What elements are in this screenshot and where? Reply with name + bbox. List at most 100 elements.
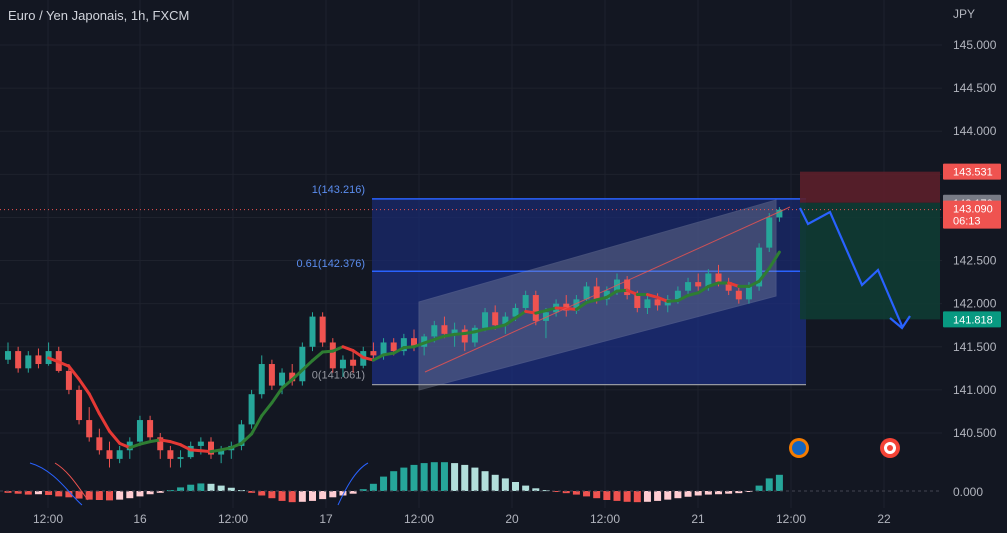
candle	[461, 329, 468, 343]
moving-average-segment	[503, 316, 517, 327]
x-tick-label: 21	[691, 512, 705, 526]
moving-average-segment	[574, 300, 589, 311]
candle	[147, 420, 154, 438]
oscillator-bar	[572, 491, 580, 495]
moving-average-segment	[625, 288, 639, 297]
moving-average-segment	[757, 266, 771, 283]
fib-label-061: 0.61(142.376)	[297, 258, 366, 270]
moving-average-segment	[47, 356, 61, 364]
oscillator-bar	[136, 491, 144, 497]
moving-average-segment	[331, 345, 345, 353]
moving-average-segment	[199, 449, 213, 454]
oscillator-bar	[106, 491, 113, 501]
oscillator-bar	[248, 491, 256, 493]
moving-average-segment	[108, 429, 122, 445]
candle	[126, 441, 133, 451]
projection-arrowhead	[889, 315, 911, 330]
oscillator-bar	[552, 491, 560, 492]
oscillator-bar	[745, 491, 753, 492]
candle	[532, 295, 539, 321]
oscillator-bar	[116, 491, 124, 500]
oscillator-bar	[349, 491, 357, 494]
y-tick-label: 140.500	[953, 426, 997, 440]
stop-loss-zone	[800, 171, 940, 203]
moving-average-segment	[97, 412, 111, 433]
event-marker-flag	[880, 438, 900, 458]
moving-average-segment	[371, 353, 386, 362]
y-tick-label: 142.000	[953, 297, 997, 311]
candle	[624, 279, 631, 296]
oscillator-bar	[319, 491, 327, 500]
oscillator-bar	[126, 491, 134, 499]
moving-average-segment	[280, 378, 294, 390]
candle	[745, 286, 752, 300]
oscillator-bar	[633, 491, 641, 503]
candle	[309, 316, 316, 347]
candle	[157, 437, 164, 451]
candle	[573, 299, 580, 311]
candle	[441, 325, 448, 334]
oscillator-bar	[512, 482, 519, 491]
currency-label: JPY	[953, 7, 975, 21]
x-tick-label: 20	[505, 512, 519, 526]
candle	[329, 342, 336, 369]
x-tick-label: 16	[133, 512, 147, 526]
candle	[705, 273, 712, 287]
candle	[289, 372, 296, 382]
take-profit-zone	[800, 202, 940, 320]
oscillator-bar	[613, 491, 621, 501]
y-tick-label: 141.000	[953, 383, 997, 397]
oscillator-bar	[75, 491, 83, 499]
candle	[502, 316, 509, 326]
candle	[482, 312, 489, 328]
oscillator-bar	[440, 462, 448, 491]
oscillator-bar	[654, 491, 662, 501]
oscillator-bar	[207, 483, 215, 491]
candle	[431, 325, 438, 337]
moving-average-segment	[402, 345, 416, 350]
oscillator-signal-red	[54, 462, 89, 501]
candle	[542, 312, 549, 321]
moving-average-segment	[57, 360, 71, 368]
candle	[197, 441, 204, 446]
oscillator-bar	[390, 471, 398, 491]
candle	[776, 209, 783, 218]
candle	[299, 346, 306, 382]
oscillator-bar	[420, 463, 428, 491]
candle	[76, 389, 83, 421]
moving-average-segment	[727, 281, 741, 288]
oscillator-bar	[725, 491, 733, 494]
candle	[411, 338, 417, 347]
moving-average-segment	[676, 293, 690, 303]
candle	[766, 217, 773, 248]
candle	[65, 370, 72, 390]
oscillator-bar	[258, 491, 266, 496]
moving-average-segment	[514, 309, 528, 320]
moving-average-segment	[128, 442, 142, 450]
moving-average-segment	[585, 298, 599, 304]
moving-average-segment	[270, 386, 284, 405]
oscillator-bar	[268, 491, 276, 499]
oscillator-bar	[197, 483, 205, 491]
price-badge	[943, 200, 1001, 229]
moving-average-segment	[422, 338, 436, 345]
moving-average-segment	[493, 323, 507, 329]
moving-average-segment	[666, 299, 680, 303]
oscillator-bar	[481, 471, 489, 491]
trend-line	[424, 206, 791, 373]
candle	[350, 359, 357, 366]
moving-average-segment	[179, 443, 193, 452]
price-badge-text: 143.531	[953, 167, 993, 179]
moving-average-segment	[615, 288, 629, 293]
oscillator-bar	[775, 474, 783, 491]
oscillator-bar	[765, 478, 773, 491]
candle	[86, 420, 93, 438]
x-tick-label: 12:00	[404, 512, 434, 526]
oscillator-bar	[380, 476, 388, 491]
fib-label-0: 0(141.061)	[312, 370, 365, 382]
candle	[218, 450, 225, 455]
moving-average-segment	[189, 448, 203, 453]
candle	[644, 299, 651, 308]
candle	[177, 457, 184, 459]
